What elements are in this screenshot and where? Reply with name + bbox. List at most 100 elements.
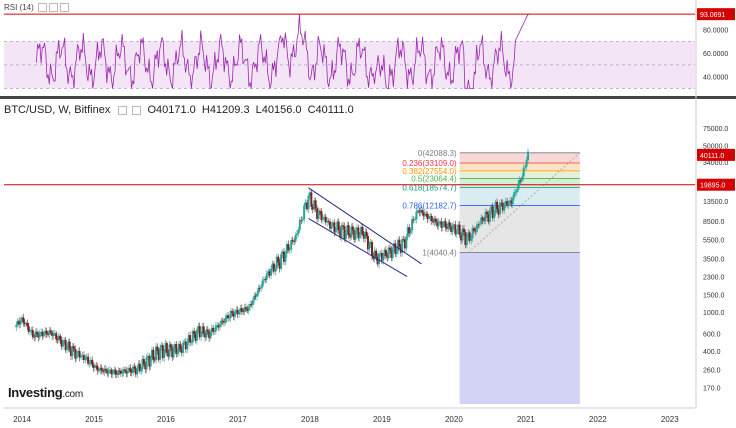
rsi-hide-button[interactable] xyxy=(49,3,59,13)
candle-body xyxy=(481,217,484,220)
rsi-settings-button[interactable] xyxy=(38,3,48,13)
candle-body xyxy=(225,315,228,319)
fib-zone xyxy=(459,170,580,179)
candle-body xyxy=(200,333,203,338)
candle-body xyxy=(168,344,171,357)
candle-body xyxy=(310,192,313,207)
candle-body xyxy=(231,311,234,313)
candle-body xyxy=(194,334,197,341)
candle-body xyxy=(254,295,257,297)
candle-body xyxy=(55,333,58,340)
candle-body xyxy=(118,370,121,372)
candle-body xyxy=(379,253,382,254)
candle-body xyxy=(318,210,321,212)
candle-body xyxy=(432,221,435,223)
fib-zone xyxy=(459,163,580,171)
candle-body xyxy=(450,225,453,233)
candle-body xyxy=(193,331,196,335)
candle-body xyxy=(360,226,363,236)
logo-suffix: .com xyxy=(62,389,83,400)
candle-body xyxy=(81,355,84,356)
candle-body xyxy=(339,230,342,238)
price-tick-label: 2300.0 xyxy=(703,275,725,282)
candle-body xyxy=(141,358,144,369)
candle-body xyxy=(44,330,47,334)
candle-body xyxy=(364,231,367,239)
fib-level-label: 0.382(27554.0) xyxy=(402,167,457,176)
time-tick-label: 2018 xyxy=(301,415,319,424)
candle-body xyxy=(477,224,480,226)
candle-body xyxy=(260,286,263,288)
candle-body xyxy=(287,244,290,251)
candle-body xyxy=(31,329,34,337)
candle-body xyxy=(437,221,440,227)
candle-body xyxy=(373,250,376,260)
candle-body xyxy=(445,227,448,229)
candle-body xyxy=(288,249,291,251)
candle-body xyxy=(403,239,406,249)
candle-body xyxy=(47,334,50,336)
candle-body xyxy=(26,322,29,327)
candle-body xyxy=(358,235,361,239)
candle-body xyxy=(82,355,85,361)
candle-body xyxy=(88,362,91,364)
fib-lower-zone xyxy=(459,252,580,404)
time-tick-label: 2017 xyxy=(229,415,247,424)
candle-body xyxy=(214,325,217,332)
candle-body xyxy=(517,183,520,191)
rsi-close-button[interactable] xyxy=(60,3,70,13)
candle-body xyxy=(121,372,124,374)
candle-body xyxy=(15,325,18,328)
fib-trend-line xyxy=(467,152,581,253)
candle-body xyxy=(65,348,68,351)
candle-body xyxy=(95,365,98,367)
candle-body xyxy=(177,343,180,352)
header-hide-button[interactable] xyxy=(132,105,142,115)
candle-body xyxy=(494,201,497,214)
candle-body xyxy=(163,352,166,359)
candle-body xyxy=(132,366,135,373)
candle-body xyxy=(16,320,19,326)
candle-body xyxy=(314,200,317,209)
candle-body xyxy=(40,331,43,333)
candle-body xyxy=(307,195,310,210)
candle-body xyxy=(426,213,429,220)
candle-body xyxy=(387,247,390,258)
candle-body xyxy=(439,221,442,223)
price-tick-label: 1500.0 xyxy=(703,293,725,300)
fib-level-label: 0.236(33109.0) xyxy=(402,159,457,168)
rsi-tick-label: 80.0000 xyxy=(703,28,728,35)
candle-body xyxy=(419,210,422,213)
candle-body xyxy=(351,226,354,231)
fib-level-label: 0.5(23064.4) xyxy=(411,174,457,183)
symbol-label[interactable]: BTC/USD, W, Bitfinex xyxy=(4,104,111,116)
candle-body xyxy=(104,368,107,371)
candle-body xyxy=(321,217,324,221)
candle-body xyxy=(507,202,510,206)
candle-body xyxy=(156,346,159,351)
candle-body xyxy=(239,307,242,313)
candle-body xyxy=(347,225,350,236)
candle-body xyxy=(198,326,201,338)
candle-body xyxy=(525,160,528,167)
candle-body xyxy=(20,317,23,321)
candle-body xyxy=(102,370,105,373)
candle-body xyxy=(151,349,154,359)
candle-body xyxy=(521,176,524,181)
candle-body xyxy=(242,311,245,313)
candle-body xyxy=(117,370,120,375)
candle-body xyxy=(354,230,357,240)
candle-body xyxy=(365,231,368,237)
candle-body xyxy=(180,349,183,353)
candle-body xyxy=(246,308,249,311)
candle-body xyxy=(149,358,152,367)
candle-body xyxy=(388,247,391,250)
candle-body xyxy=(375,250,378,257)
candle-body xyxy=(454,224,457,235)
candle-body xyxy=(56,339,59,341)
candle-body xyxy=(189,335,192,343)
pane-separator xyxy=(0,96,736,99)
candle-body xyxy=(209,332,212,339)
header-settings-button[interactable] xyxy=(118,105,128,115)
